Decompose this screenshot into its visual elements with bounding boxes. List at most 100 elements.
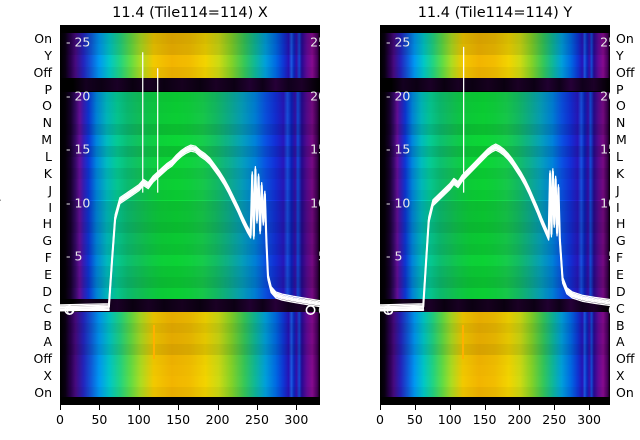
x-axis-tick-label: 50 xyxy=(91,412,108,427)
y-tick-label-left: 0 xyxy=(66,302,74,318)
x-axis-tick xyxy=(138,405,140,410)
heatmap-scanline xyxy=(60,135,320,146)
dipole-label-g: G xyxy=(42,233,52,249)
x-axis-tick-label: 200 xyxy=(205,412,230,427)
x-axis-tick xyxy=(589,405,591,410)
heatmap-scanline xyxy=(60,146,320,157)
y-tick-label-right: 25 xyxy=(310,34,320,50)
dipole-labels-right: On Y Off P O N M L K J I H G F E D C B A Off X On xyxy=(612,25,640,405)
dipole-label-m: M xyxy=(41,131,52,147)
y-tick-label-right: 5 xyxy=(608,249,610,264)
y-tick-label-left: - 15 xyxy=(66,141,91,157)
dipole-label-b: B xyxy=(616,317,625,333)
heatmap-scanline xyxy=(380,146,610,157)
y-axis-label: Dipole xyxy=(0,175,1,215)
dipole-label-l: L xyxy=(45,148,52,164)
heatmap-scanline xyxy=(60,156,320,168)
heatmap-scanline xyxy=(60,376,320,387)
dipole-label-n: N xyxy=(616,115,626,131)
dipole-label-e: E xyxy=(44,266,52,282)
x-axis-tick-label: 100 xyxy=(126,412,151,427)
y-tick-label-left: - 25 xyxy=(66,34,91,50)
heatmap-band-upper-dark xyxy=(60,78,320,92)
x-axis-tick xyxy=(554,405,556,410)
heatmap-scanline xyxy=(380,113,610,125)
heatmap-scanline xyxy=(380,333,610,344)
x-axis-tick-label: 100 xyxy=(437,412,462,427)
x-axis-panel-x: 0 50 100 150 200 250 300 xyxy=(56,405,320,437)
dipole-label-d: D xyxy=(616,283,626,299)
y-tick-label-right: 20 xyxy=(310,88,320,104)
heatmap-scanline xyxy=(60,178,320,190)
heatmap-band-lower-dark xyxy=(380,298,610,312)
heatmap-scanline xyxy=(60,333,320,344)
heatmap-scanline xyxy=(60,32,320,44)
dipole-label-g: G xyxy=(616,233,626,249)
dipole-labels-left: On Y Off P O N M L K J I H G F E D C B A Off X On xyxy=(4,25,56,405)
heatmap-scanline xyxy=(380,322,610,334)
heatmap-panel-x[interactable]: - 25 25 - 20 20 - 15 15 - 10 10 - 5 5 0 0 xyxy=(60,25,320,405)
x-axis-tick-label: 200 xyxy=(507,412,532,427)
dipole-label-off: Off xyxy=(616,351,635,367)
x-axis-tick xyxy=(449,405,451,410)
y-tick-label-left: - 10 xyxy=(386,195,411,211)
heatmap-band-upper-dark xyxy=(380,78,610,92)
dipole-label-j: J xyxy=(48,182,52,198)
x-axis-panel-y: 0 50 100 150 200 250 300 xyxy=(376,405,610,437)
x-axis-tick xyxy=(217,405,219,410)
heatmap-band-top-rainbow xyxy=(380,32,610,79)
panel-title-y: 11.4 (Tile114=114) Y xyxy=(417,5,573,21)
heatmap-scanline xyxy=(60,211,320,223)
heatmap-band-top-rainbow xyxy=(60,32,320,79)
heatmap-scanline xyxy=(60,386,320,398)
heatmap-scanline xyxy=(380,44,610,56)
dipole-label-off: Off xyxy=(33,64,52,80)
heatmap-scanline xyxy=(60,322,320,334)
heatmap-scanline xyxy=(380,255,610,266)
heatmap-scanline xyxy=(60,200,320,212)
y-tick-label-right: 20 xyxy=(600,88,610,104)
heatmap-scanline xyxy=(380,354,610,366)
heatmap-panel-y[interactable]: - 25 25 - 20 20 - 15 15 - 10 10 - 5 5 0 0 xyxy=(380,25,610,405)
heatmap-scanline xyxy=(380,66,610,79)
heatmap-scanline xyxy=(60,255,320,266)
y-tick-label-right: 25 xyxy=(600,34,610,50)
heatmap-scanline xyxy=(380,189,610,201)
dipole-label-n: N xyxy=(42,115,52,131)
heatmap-scanline xyxy=(60,343,320,355)
x-axis-tick-label: 250 xyxy=(245,412,269,427)
heatmap-band-bottom-rainbow xyxy=(380,311,610,398)
x-axis-tick-label: 150 xyxy=(166,412,191,427)
dipole-label-l: L xyxy=(616,148,623,164)
heatmap-scanline xyxy=(60,311,320,323)
heatmap-scanline xyxy=(380,167,610,179)
dipole-label-c: C xyxy=(616,300,625,316)
y-tick-label-left: - 5 xyxy=(66,248,83,264)
heatmap-scanline xyxy=(60,354,320,366)
heatmap-scanline xyxy=(60,276,320,288)
x-axis-tick xyxy=(99,405,101,410)
heatmap-scanline xyxy=(380,386,610,398)
x-axis-tick-label: 50 xyxy=(406,412,423,427)
y-tick-label-right: 10 xyxy=(600,195,610,211)
dipole-label-on: On xyxy=(616,384,634,400)
channel-marker xyxy=(462,325,464,359)
y-tick-label-right: 10 xyxy=(310,195,320,211)
channel-marker xyxy=(152,325,155,359)
heatmap-scanline xyxy=(380,265,610,277)
heatmap-scanline xyxy=(60,44,320,56)
dipole-label-on: On xyxy=(34,30,52,46)
heatmap-scanline xyxy=(380,233,610,245)
heatmap-scanline xyxy=(60,265,320,277)
dipole-label-x: X xyxy=(43,367,52,383)
dipole-label-off: Off xyxy=(616,64,635,80)
heatmap-scanline xyxy=(380,135,610,146)
heatmap-band-bottom-rainbow xyxy=(60,311,320,398)
dipole-label-d: D xyxy=(42,283,52,299)
heatmap-scanline xyxy=(60,189,320,201)
x-axis-tick xyxy=(414,405,416,410)
x-axis-tick xyxy=(178,405,180,410)
dipole-label-x: X xyxy=(616,367,625,383)
y-tick-label-right: 15 xyxy=(310,141,320,157)
